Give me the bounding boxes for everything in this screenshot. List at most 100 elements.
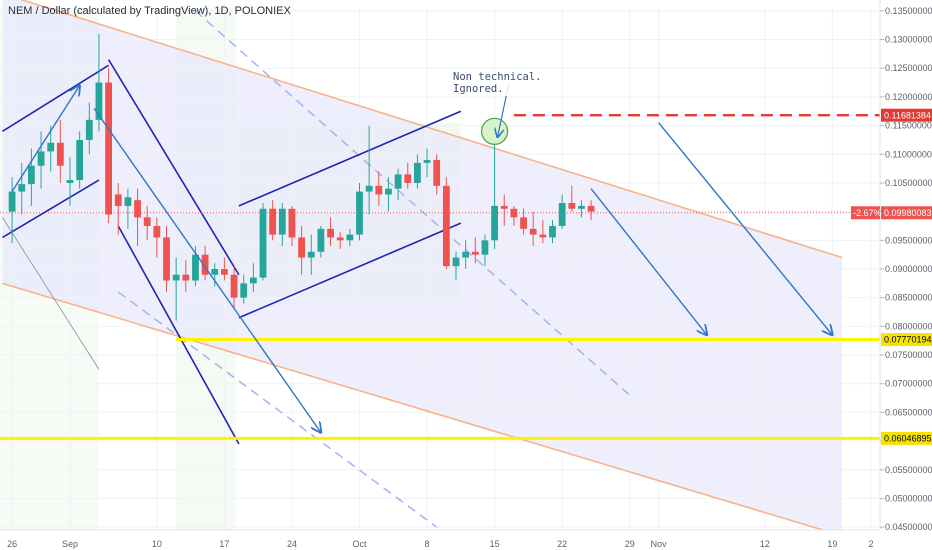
candle-body bbox=[520, 217, 527, 229]
candle-body bbox=[394, 174, 402, 189]
candle-body bbox=[433, 160, 441, 186]
candle-body bbox=[105, 82, 112, 215]
time-tick-label: 24 bbox=[287, 539, 297, 549]
time-tick-label: Nov bbox=[651, 539, 668, 549]
candle-body bbox=[491, 205, 498, 241]
up-channel-1-top bbox=[2, 64, 110, 133]
time-tick-label: Oct bbox=[352, 539, 367, 549]
candle-body bbox=[192, 254, 199, 281]
channel-upper-line bbox=[19, 0, 843, 259]
candle-body bbox=[462, 251, 470, 258]
price-label-text: 0.07770194 bbox=[884, 335, 932, 345]
candle-body bbox=[76, 139, 84, 181]
candle-body bbox=[307, 251, 315, 258]
candle-body bbox=[442, 185, 450, 267]
candle-body bbox=[356, 191, 363, 235]
time-tick-label: 10 bbox=[152, 539, 162, 549]
thin-trend-line bbox=[2, 217, 100, 370]
channel-lower-line bbox=[2, 282, 843, 537]
price-tick-label: 0.12000000 bbox=[885, 92, 932, 102]
time-tick-label: 15 bbox=[490, 539, 500, 549]
candle-body bbox=[163, 237, 170, 281]
candle-body bbox=[288, 208, 296, 238]
price-label-text: 0.06046895 bbox=[884, 434, 932, 444]
price-tick-label: 0.08000000 bbox=[885, 321, 932, 331]
candle-body bbox=[114, 194, 122, 206]
price-tick-label: 0.10500000 bbox=[885, 178, 932, 188]
candle-body bbox=[134, 200, 141, 218]
down-channel-bottom bbox=[117, 225, 240, 445]
candle-body bbox=[587, 205, 595, 212]
candle-body bbox=[558, 203, 566, 226]
arrow-down-1 bbox=[93, 107, 321, 432]
candle-body bbox=[66, 180, 74, 183]
arrow-down-2 bbox=[590, 188, 707, 335]
up-channel-2-bottom bbox=[238, 222, 462, 319]
time-axis-bg bbox=[0, 530, 880, 550]
price-tick-label: 0.12500000 bbox=[885, 63, 932, 73]
time-tick-label: 19 bbox=[827, 539, 837, 549]
candle-body bbox=[423, 160, 431, 163]
price-tick-label: 0.07000000 bbox=[885, 379, 932, 389]
annotation-text-line: Ignored. bbox=[453, 83, 504, 95]
candle-body bbox=[47, 142, 55, 152]
price-label-box bbox=[881, 431, 932, 445]
price-label-box bbox=[881, 108, 932, 122]
candle-body bbox=[211, 269, 219, 275]
candle-body bbox=[346, 234, 354, 241]
candle-body bbox=[37, 151, 45, 166]
price-tick-label: 0.04500000 bbox=[885, 522, 932, 532]
candle-body bbox=[317, 228, 325, 252]
time-tick-label: 22 bbox=[557, 539, 567, 549]
candle-body bbox=[414, 162, 421, 183]
candle-body bbox=[8, 191, 16, 212]
down-channel-top bbox=[107, 59, 240, 276]
candle-body bbox=[18, 184, 26, 192]
time-tick-label: 2 bbox=[868, 539, 873, 549]
candle-body bbox=[327, 228, 334, 238]
change-label-box bbox=[851, 206, 880, 220]
price-tick-label: 0.07500000 bbox=[885, 350, 932, 360]
annotation-box bbox=[450, 70, 534, 96]
candle-body bbox=[298, 237, 305, 258]
candle-body bbox=[95, 82, 103, 120]
price-tick-label: 0.06500000 bbox=[885, 407, 932, 417]
time-tick-label: 8 bbox=[425, 539, 430, 549]
dashed-trend-upper bbox=[194, 10, 631, 396]
time-tick-label: 12 bbox=[760, 539, 770, 549]
price-tick-label: 0.13000000 bbox=[885, 35, 932, 45]
time-tick-label: 26 bbox=[7, 539, 17, 549]
candle-body bbox=[510, 208, 518, 218]
candle-body bbox=[28, 165, 35, 185]
candle-body bbox=[56, 142, 64, 166]
up-channel-2-top bbox=[238, 110, 462, 207]
candle-body bbox=[404, 174, 412, 183]
candle-body bbox=[182, 274, 190, 281]
candle-body bbox=[452, 257, 460, 267]
annotation-text-line: Non technical. bbox=[453, 71, 542, 83]
time-tick-label: 17 bbox=[219, 539, 229, 549]
price-axis-bg bbox=[880, 0, 932, 550]
candle-body bbox=[259, 208, 267, 278]
candle-body bbox=[124, 197, 132, 206]
candle-body bbox=[481, 240, 489, 255]
candle-body bbox=[549, 225, 556, 238]
price-tick-label: 0.11000000 bbox=[885, 149, 932, 159]
arrow-down-3 bbox=[658, 122, 833, 335]
price-tick-label: 0.09000000 bbox=[885, 264, 932, 274]
candle-body bbox=[221, 269, 228, 275]
time-tick-label: 29 bbox=[625, 539, 635, 549]
candle-body bbox=[500, 205, 508, 209]
time-tick-label: Sep bbox=[62, 539, 78, 549]
candle-body bbox=[471, 251, 479, 255]
chart-title: NEM / Dollar (calculated by TradingView)… bbox=[8, 5, 292, 17]
candle-body bbox=[365, 185, 373, 192]
candle-body bbox=[269, 208, 277, 235]
arrow-up-1 bbox=[11, 85, 80, 192]
candle-body bbox=[85, 119, 93, 140]
candle-body bbox=[578, 205, 585, 209]
descending-channel-fill bbox=[2, 0, 842, 536]
price-tick-label: 0.08500000 bbox=[885, 293, 932, 303]
candle-body bbox=[143, 217, 151, 226]
